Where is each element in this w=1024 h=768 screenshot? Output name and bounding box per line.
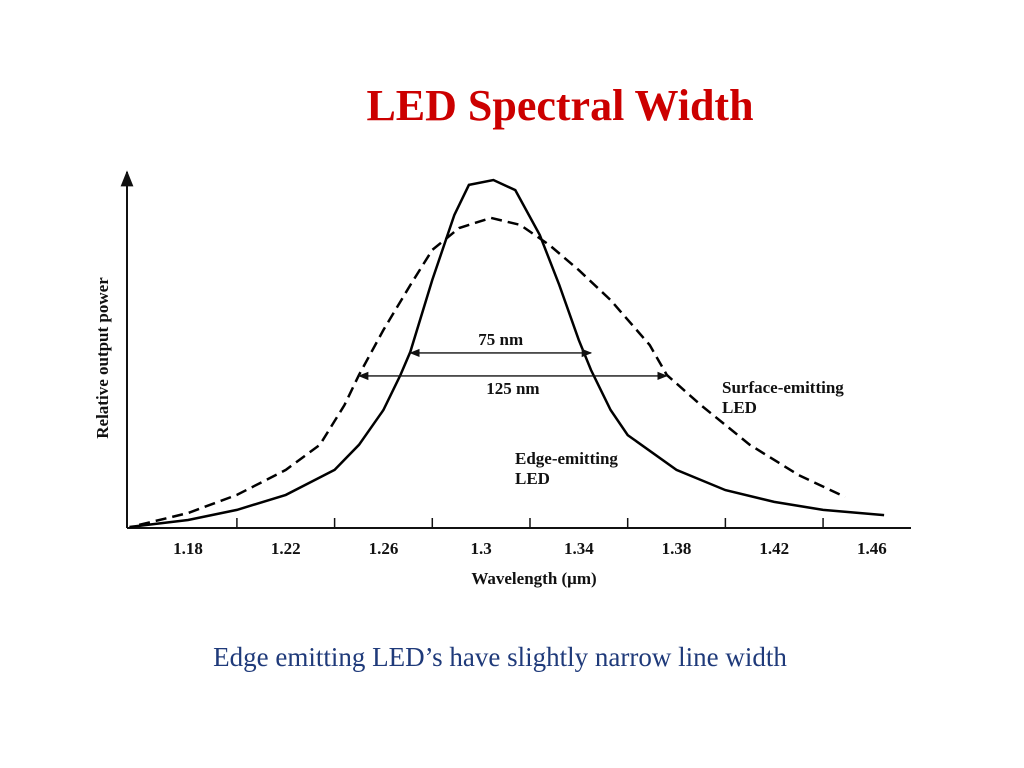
x-tick-label: 1.38 (662, 539, 692, 558)
x-tick-label: 1.26 (369, 539, 399, 558)
x-tick-label: 1.18 (173, 539, 203, 558)
width-label: 75 nm (478, 330, 523, 349)
slide-title: LED Spectral Width (366, 81, 754, 130)
caption: Edge emitting LED’s have slightly narrow… (213, 642, 787, 672)
series-label: Surface-emitting LED (722, 378, 844, 417)
x-tick-label: 1.34 (564, 539, 594, 558)
x-tick-label: 1.42 (759, 539, 789, 558)
x-tick-label: 1.3 (471, 539, 492, 558)
x-tick-label: 1.46 (857, 539, 887, 558)
series-label: Edge-emitting LED (515, 449, 618, 488)
x-tick-label: 1.22 (271, 539, 301, 558)
x-axis-label: Wavelength (μm) (471, 569, 596, 588)
y-axis-label: Relative output power (93, 277, 112, 439)
width-label: 125 nm (486, 379, 539, 398)
series-line (138, 216, 846, 527)
series-line (129, 178, 885, 529)
